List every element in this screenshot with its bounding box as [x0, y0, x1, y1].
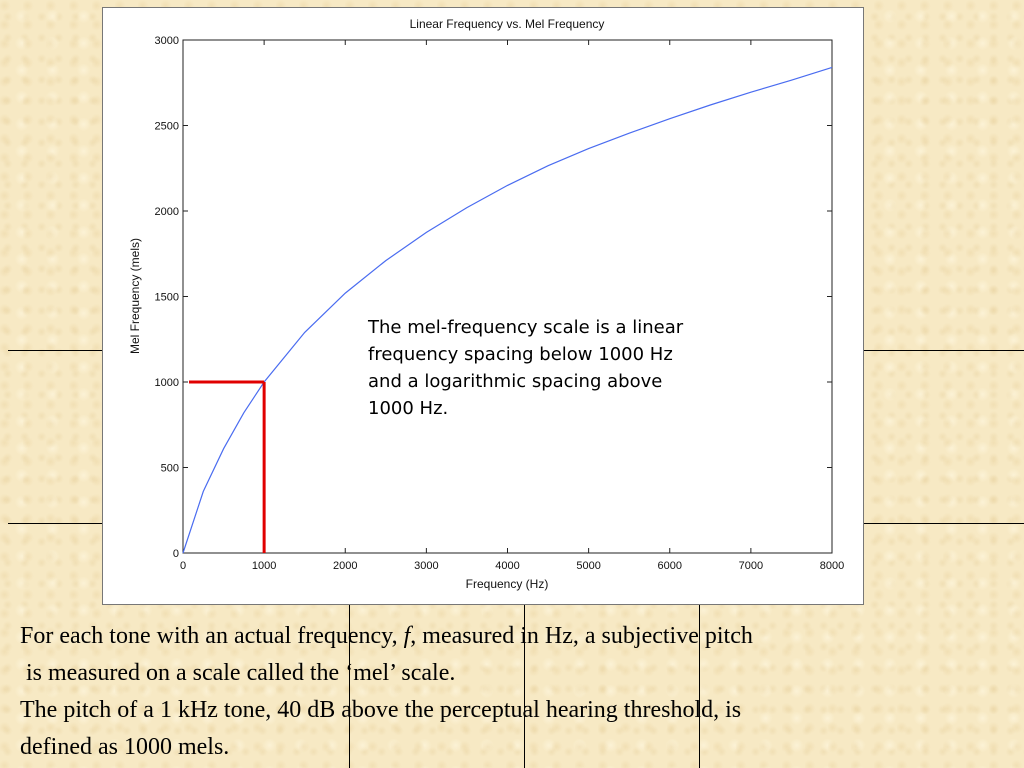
table-rule-right-upper	[862, 350, 1024, 351]
y-tick-label: 500	[161, 463, 179, 475]
table-rule-left-lower	[8, 523, 102, 524]
series-layer	[182, 66, 833, 554]
body-line-2: is measured on a scale called the ‘mel’ …	[20, 660, 456, 686]
slide-body-text: For each tone with an actual frequency, …	[20, 618, 1010, 766]
x-tick-label: 0	[180, 560, 186, 572]
table-column-rule-2	[524, 603, 525, 768]
y-tick-label: 1500	[155, 292, 179, 304]
table-rule-right-lower	[862, 523, 1024, 524]
series-line	[182, 66, 833, 554]
chart-title: Linear Frequency vs. Mel Frequency	[410, 17, 605, 31]
mel-frequency-chart: Linear Frequency vs. Mel Frequency Frequ…	[128, 17, 844, 591]
y-tick-label: 0	[173, 548, 179, 560]
annotation-line: frequency spacing below 1000 Hz	[368, 344, 673, 365]
y-tick-label: 1000	[155, 377, 179, 389]
chart-panel: Linear Frequency vs. Mel Frequency Frequ…	[102, 7, 864, 605]
y-axis-label: Mel Frequency (mels)	[128, 238, 142, 354]
table-column-rule-1	[349, 603, 350, 768]
annotation-line: 1000 Hz.	[368, 398, 449, 419]
body-line-1: For each tone with an actual frequency, …	[20, 618, 1010, 655]
x-tick-label: 5000	[576, 560, 600, 572]
y-tick-label: 2500	[155, 121, 179, 133]
x-axis-label: Frequency (Hz)	[466, 577, 549, 591]
x-tick-label: 1000	[252, 560, 276, 572]
plot-area	[182, 39, 833, 554]
x-tick-label: 6000	[658, 560, 682, 572]
x-tick-label: 4000	[495, 560, 519, 572]
x-tick-label: 2000	[333, 560, 357, 572]
body-line-4: defined as 1000 mels.	[20, 734, 230, 760]
y-axis-ticks: 0 500 1000 1500 2000 2500 3000	[155, 35, 832, 560]
body-line-1-start: For each tone with an actual frequency,	[20, 623, 404, 649]
y-tick-label: 3000	[155, 35, 179, 47]
x-axis-ticks: 0 1000 2000 3000 4000 5000 6000 7000 8000	[180, 40, 844, 572]
x-tick-label: 7000	[739, 560, 763, 572]
x-tick-label: 8000	[820, 560, 844, 572]
x-tick-label: 3000	[414, 560, 438, 572]
chart-annotation: The mel-frequency scale is a linear freq…	[368, 314, 778, 422]
table-rule-left-upper	[8, 350, 102, 351]
body-line-3: The pitch of a 1 kHz tone, 40 dB above t…	[20, 697, 742, 723]
frequency-variable: f	[403, 623, 411, 649]
y-tick-label: 2000	[155, 206, 179, 218]
annotation-line: The mel-frequency scale is a linear	[368, 317, 684, 338]
table-column-rule-3	[699, 603, 700, 768]
annotation-line: and a logarithmic spacing above	[368, 371, 663, 392]
body-line-1-end: , measured in Hz, a subjective pitch	[410, 623, 753, 649]
